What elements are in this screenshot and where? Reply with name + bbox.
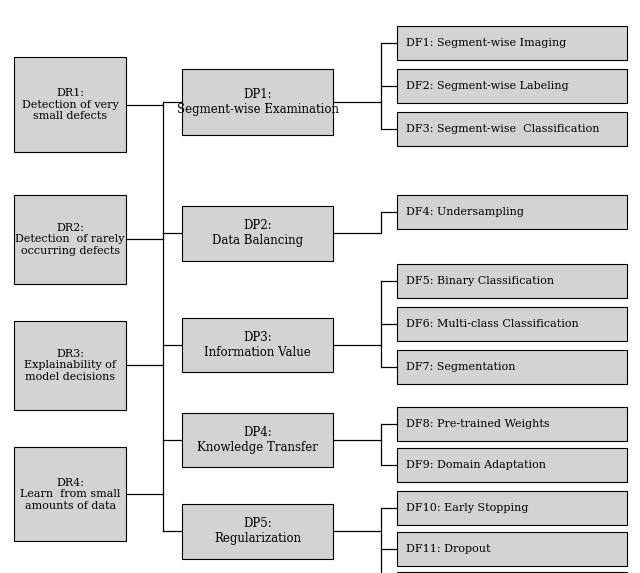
- Text: DP2:
Data Balancing: DP2: Data Balancing: [212, 219, 303, 248]
- Text: DR2:
Detection  of rarely
occurring defects: DR2: Detection of rarely occurring defec…: [15, 223, 125, 256]
- Text: DF9: Domain Adaptation: DF9: Domain Adaptation: [406, 460, 547, 470]
- FancyBboxPatch shape: [397, 69, 627, 103]
- FancyBboxPatch shape: [397, 350, 627, 384]
- FancyBboxPatch shape: [182, 504, 333, 559]
- FancyBboxPatch shape: [182, 69, 333, 135]
- Text: DF11: Dropout: DF11: Dropout: [406, 544, 491, 554]
- FancyBboxPatch shape: [14, 447, 126, 541]
- Text: DR3:
Explainability of
model decisions: DR3: Explainability of model decisions: [24, 349, 116, 382]
- FancyBboxPatch shape: [14, 57, 126, 152]
- Text: DR1:
Detection of very
small defects: DR1: Detection of very small defects: [22, 88, 118, 121]
- FancyBboxPatch shape: [397, 532, 627, 566]
- FancyBboxPatch shape: [182, 318, 333, 372]
- Text: DF6: Multi-class Classification: DF6: Multi-class Classification: [406, 319, 579, 329]
- FancyBboxPatch shape: [397, 491, 627, 525]
- Text: DF1: Segment-wise Imaging: DF1: Segment-wise Imaging: [406, 38, 566, 48]
- Text: DF10: Early Stopping: DF10: Early Stopping: [406, 503, 529, 513]
- Text: DF5: Binary Classification: DF5: Binary Classification: [406, 276, 554, 286]
- FancyBboxPatch shape: [397, 307, 627, 341]
- FancyBboxPatch shape: [397, 572, 627, 573]
- Text: DP5:
Regularization: DP5: Regularization: [214, 517, 301, 545]
- FancyBboxPatch shape: [397, 407, 627, 441]
- FancyBboxPatch shape: [14, 321, 126, 410]
- Text: DF2: Segment-wise Labeling: DF2: Segment-wise Labeling: [406, 81, 569, 91]
- FancyBboxPatch shape: [397, 448, 627, 482]
- FancyBboxPatch shape: [182, 413, 333, 467]
- Text: DP1:
Segment-wise Examination: DP1: Segment-wise Examination: [177, 88, 339, 116]
- Text: DF8: Pre-trained Weights: DF8: Pre-trained Weights: [406, 419, 550, 429]
- FancyBboxPatch shape: [397, 26, 627, 60]
- FancyBboxPatch shape: [182, 206, 333, 261]
- FancyBboxPatch shape: [14, 195, 126, 284]
- FancyBboxPatch shape: [397, 112, 627, 146]
- FancyBboxPatch shape: [397, 264, 627, 298]
- FancyBboxPatch shape: [397, 195, 627, 229]
- Text: DR4:
Learn  from small
amounts of data: DR4: Learn from small amounts of data: [20, 478, 120, 511]
- Text: DF7: Segmentation: DF7: Segmentation: [406, 362, 516, 372]
- Text: DF4: Undersampling: DF4: Undersampling: [406, 207, 524, 217]
- Text: DP3:
Information Value: DP3: Information Value: [204, 331, 311, 359]
- Text: DP4:
Knowledge Transfer: DP4: Knowledge Transfer: [197, 426, 318, 454]
- Text: DF3: Segment-wise  Classification: DF3: Segment-wise Classification: [406, 124, 600, 134]
